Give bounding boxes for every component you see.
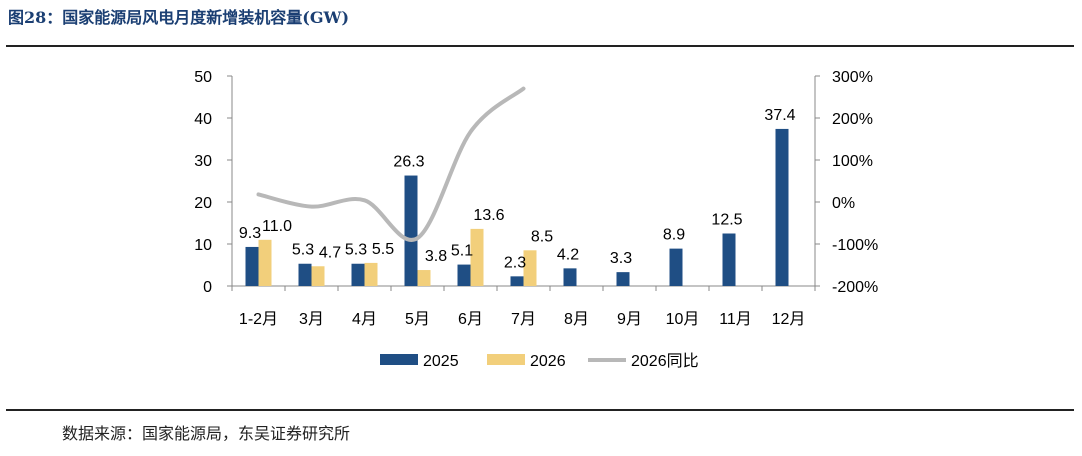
x-tick-label: 6月 (458, 311, 483, 328)
bar-2025 (404, 175, 418, 286)
x-tick-label: 12月 (772, 311, 806, 328)
x-tick-label: 1-2月 (239, 311, 278, 328)
bar-2026 (311, 266, 325, 286)
legend-label-yoy: 2026同比 (631, 352, 699, 370)
y-left-tick-label: 50 (194, 69, 212, 86)
bar-2025 (457, 264, 471, 286)
x-tick-label: 7月 (511, 311, 536, 328)
bar-2026 (523, 250, 537, 286)
data-label-2025: 3.3 (610, 250, 632, 267)
y-right-tick-label: 300% (832, 69, 873, 86)
data-label-2025: 37.4 (764, 107, 795, 124)
y-left-tick-label: 40 (194, 111, 212, 128)
data-label-2025: 2.3 (504, 254, 526, 271)
y-right-tick-label: 200% (832, 111, 873, 128)
data-label-2026: 8.5 (531, 228, 553, 245)
x-tick-label: 11月 (719, 311, 752, 328)
y-right-tick-label: 0% (832, 195, 855, 212)
bar-2025 (669, 248, 683, 286)
y-left-tick-label: 30 (194, 153, 212, 170)
data-label-2026: 5.5 (372, 241, 394, 258)
bar-2025 (775, 128, 789, 286)
data-label-2025: 5.1 (451, 243, 473, 260)
bar-2026 (417, 270, 431, 286)
data-label-2025: 4.2 (557, 246, 579, 263)
bar-2025 (298, 263, 312, 286)
y-left-tick-label: 20 (194, 195, 212, 212)
bar-2025 (722, 233, 736, 286)
yoy-line-2026 (256, 86, 526, 242)
x-tick-label: 9月 (617, 311, 642, 328)
data-label-2025: 8.9 (663, 227, 685, 244)
data-label-2026: 3.8 (425, 248, 447, 265)
y-right-tick-label: -100% (832, 237, 878, 254)
data-label-2025: 5.3 (292, 242, 314, 259)
legend-label-2026: 2026 (530, 353, 566, 370)
bar-2025 (351, 263, 365, 286)
y-left-tick-label: 10 (194, 237, 212, 254)
x-tick-label: 3月 (299, 311, 324, 328)
data-label-2025: 26.3 (393, 154, 424, 171)
y-right-tick-label: -200% (832, 279, 878, 296)
data-label-2025: 9.3 (239, 225, 261, 242)
legend-label-2025: 2025 (423, 353, 459, 370)
y-left-tick-label: 0 (203, 279, 212, 296)
bottom-divider (6, 409, 1074, 411)
top-divider (6, 45, 1074, 47)
data-label-2026: 13.6 (473, 207, 504, 224)
data-label-2026: 4.7 (319, 244, 341, 261)
legend-swatch-2026 (487, 354, 525, 365)
bar-2025 (616, 272, 630, 286)
x-tick-label: 5月 (405, 311, 430, 328)
bar-2026 (258, 239, 272, 286)
bar-2025 (245, 246, 259, 286)
data-label-2026: 11.0 (262, 218, 292, 235)
bar-2026 (364, 262, 378, 286)
legend-swatch-2025 (380, 354, 418, 365)
data-label-2025: 12.5 (711, 212, 742, 229)
x-tick-label: 8月 (564, 311, 589, 328)
page-title: 图28：国家能源局风电月度新增装机容量(GW) (8, 8, 350, 27)
x-tick-label: 10月 (666, 311, 700, 328)
bar-2025 (510, 276, 524, 286)
bar-2026 (470, 228, 484, 286)
bar-2025 (563, 268, 577, 286)
x-tick-label: 4月 (352, 311, 377, 328)
y-right-tick-label: 100% (832, 153, 873, 170)
source-note: 数据来源：国家能源局，东吴证券研究所 (62, 424, 351, 443)
data-label-2025: 5.3 (345, 242, 367, 259)
